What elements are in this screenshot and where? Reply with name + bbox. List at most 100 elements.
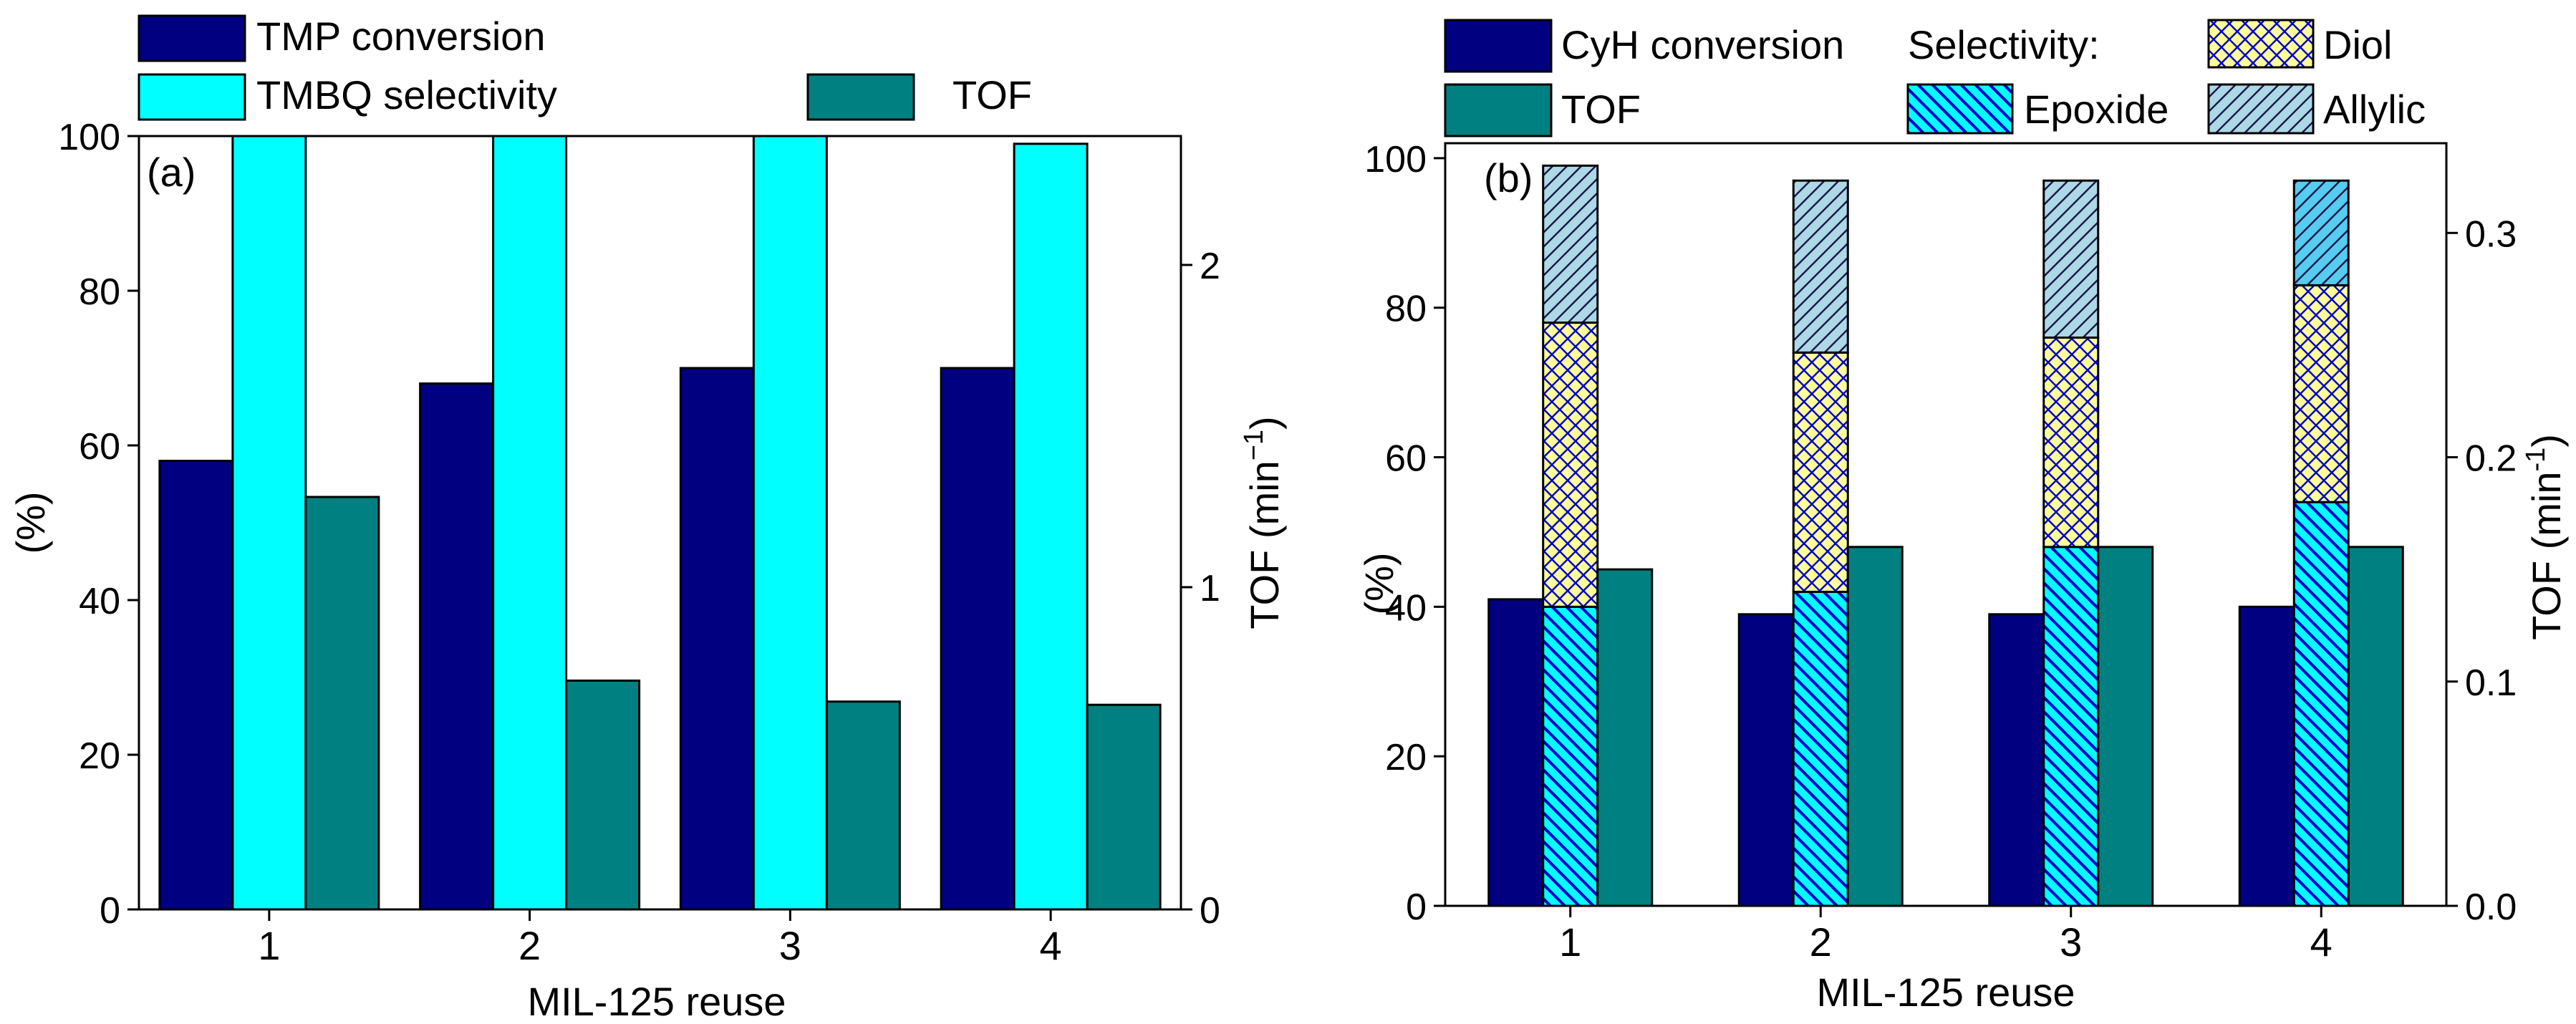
panel-a: TMP conversion TMBQ selectivity TOF 1 2 3 4… [8,14,1287,1024]
bar-b-diol-1 [1542,322,1599,608]
bar-a-tmp-conversion-1 [158,460,234,911]
legend-swatch-epoxide [1906,83,2014,135]
bar-b-diol-3 [2042,336,2100,549]
bar-a-tof-4 [1086,703,1162,911]
bar-b-allylic-1 [1542,164,1599,324]
legend-label-tof-a: TOF [952,72,1032,117]
bar-b-cyh-conversion-4 [2238,605,2295,907]
bar-b-tof-3 [2097,546,2154,907]
bar-a-tmbq-selectivity-3 [752,135,828,911]
y2-axis-title-b: TOF (min-1) [2521,434,2569,640]
y-tick-label-b-80: 80 [1385,289,1427,330]
legend-b: CyH conversion Selectivity: Diol TOF Epo… [1444,19,2426,137]
y-tick-label-a-0: 0 [100,890,120,932]
y-tick-label-b-20: 20 [1385,737,1427,778]
x-tick-label-b-2: 2 [1810,919,1832,965]
bar-a-tof-2 [565,680,641,911]
y2-tick-label-b-1: 0.1 [2465,662,2517,704]
legend-swatch-tmbq-selectivity [138,73,246,121]
bars-a [158,135,1162,911]
bar-b-epoxide-1 [1542,605,1599,907]
bar-a-tof-3 [825,700,901,911]
legend-a: TMP conversion TMBQ selectivity TOF [138,14,1032,121]
y2-axis-title-a-close: ) [1242,416,1287,430]
panel-label-a: (a) [147,150,196,195]
y-axis-title-a: (%) [8,491,53,554]
bar-b-tof-4 [2347,546,2404,907]
y2-tick-label-a-2: 2 [1200,246,1220,287]
legend-swatch-tmp-conversion [138,14,246,62]
bar-b-cyh-conversion-1 [1487,598,1545,907]
bar-b-cyh-conversion-3 [1988,613,2045,907]
bar-a-tmbq-selectivity-2 [492,135,568,911]
bars-b [1487,164,2404,907]
legend-label-tmbq-selectivity: TMBQ selectivity [256,72,557,117]
y-tick-label-a-60: 60 [79,426,120,468]
bar-a-tof-1 [304,496,380,911]
bar-b-epoxide-4 [2292,501,2350,907]
legend-label-allylic: Allylic [2323,87,2426,132]
y-axis-title-b: (%) [1356,552,1402,614]
y-tick-label-a-80: 80 [79,271,120,313]
bar-a-tmp-conversion-3 [679,367,755,911]
x-tick-label-b-3: 3 [2060,919,2082,965]
bar-b-diol-2 [1792,351,1849,593]
legend-label-diol: Diol [2323,22,2392,67]
y-tick-label-b-40: 40 [1385,587,1427,629]
y-tick-label-b-0: 0 [1406,887,1427,928]
x-tick-label-a-4: 4 [1040,923,1062,968]
y2-axis-title-a-sup: −1 [1239,430,1269,460]
y2-axis-title-a-main: TOF (min [1242,460,1287,629]
axes-frame-b [1444,142,2448,907]
axes-frame-a [138,135,1182,911]
legend-swatch-allylic [2207,83,2315,135]
y-tick-label-b-60: 60 [1385,438,1427,480]
legend-selectivity-label: Selectivity: [1908,22,2100,67]
legend-swatch-tof-a [806,73,915,121]
legend-swatch-tof-b [1444,83,1553,137]
legend-label-tof-b: TOF [1561,87,1641,132]
y-tick-label-a-100: 100 [58,117,120,158]
y-tick-label-a-40: 40 [79,581,120,622]
x-tick-label-a-3: 3 [779,923,801,968]
bar-b-epoxide-3 [2042,546,2100,907]
legend-label-cyh-conversion: CyH conversion [1561,22,1844,67]
bar-b-tof-2 [1846,546,1904,907]
bar-a-tmp-conversion-4 [940,367,1016,911]
bar-a-tmbq-selectivity-1 [231,135,307,911]
x-tick-label-b-4: 4 [2310,919,2333,965]
bar-b-allylic-4 [2292,179,2350,286]
bar-b-epoxide-2 [1792,590,1849,907]
y2-tick-label-a-1: 1 [1200,568,1220,609]
x-tick-label-a-2: 2 [518,923,541,968]
y2-tick-label-a-0: 0 [1200,890,1220,932]
y2-axis-title-b-close: ) [2524,434,2569,448]
x-axis-title-a: MIL-125 reuse [527,979,786,1024]
legend-label-epoxide: Epoxide [2024,87,2169,132]
bar-b-allylic-3 [2042,179,2100,339]
y2-axis-title-b-sup: -1 [2521,448,2551,472]
x-axis-title-b: MIL-125 reuse [1816,970,2075,1015]
x-tick-label-a-1: 1 [258,923,280,968]
bar-a-tmp-conversion-2 [419,382,495,911]
bar-b-tof-1 [1596,568,1654,907]
y2-axis-title-b-main: TOF (min [2524,472,2569,640]
panel-b: CyH conversion Selectivity: Diol TOF Epo… [1356,19,2569,1015]
bar-b-diol-4 [2292,284,2350,503]
y2-tick-label-b-3: 0.3 [2465,213,2517,255]
panel-label-b: (b) [1484,155,1533,201]
y2-axis-title-a: TOF (min−1) [1239,416,1287,629]
bar-b-cyh-conversion-2 [1737,613,1795,907]
legend-swatch-diol [2207,19,2315,69]
y2-tick-label-b-2: 0.2 [2465,438,2517,480]
bar-a-tmbq-selectivity-4 [1013,143,1089,911]
legend-swatch-cyh-conversion [1444,19,1553,73]
y-tick-label-a-20: 20 [79,735,120,777]
x-tick-label-b-1: 1 [1559,919,1581,965]
y-tick-label-b-100: 100 [1364,139,1427,180]
